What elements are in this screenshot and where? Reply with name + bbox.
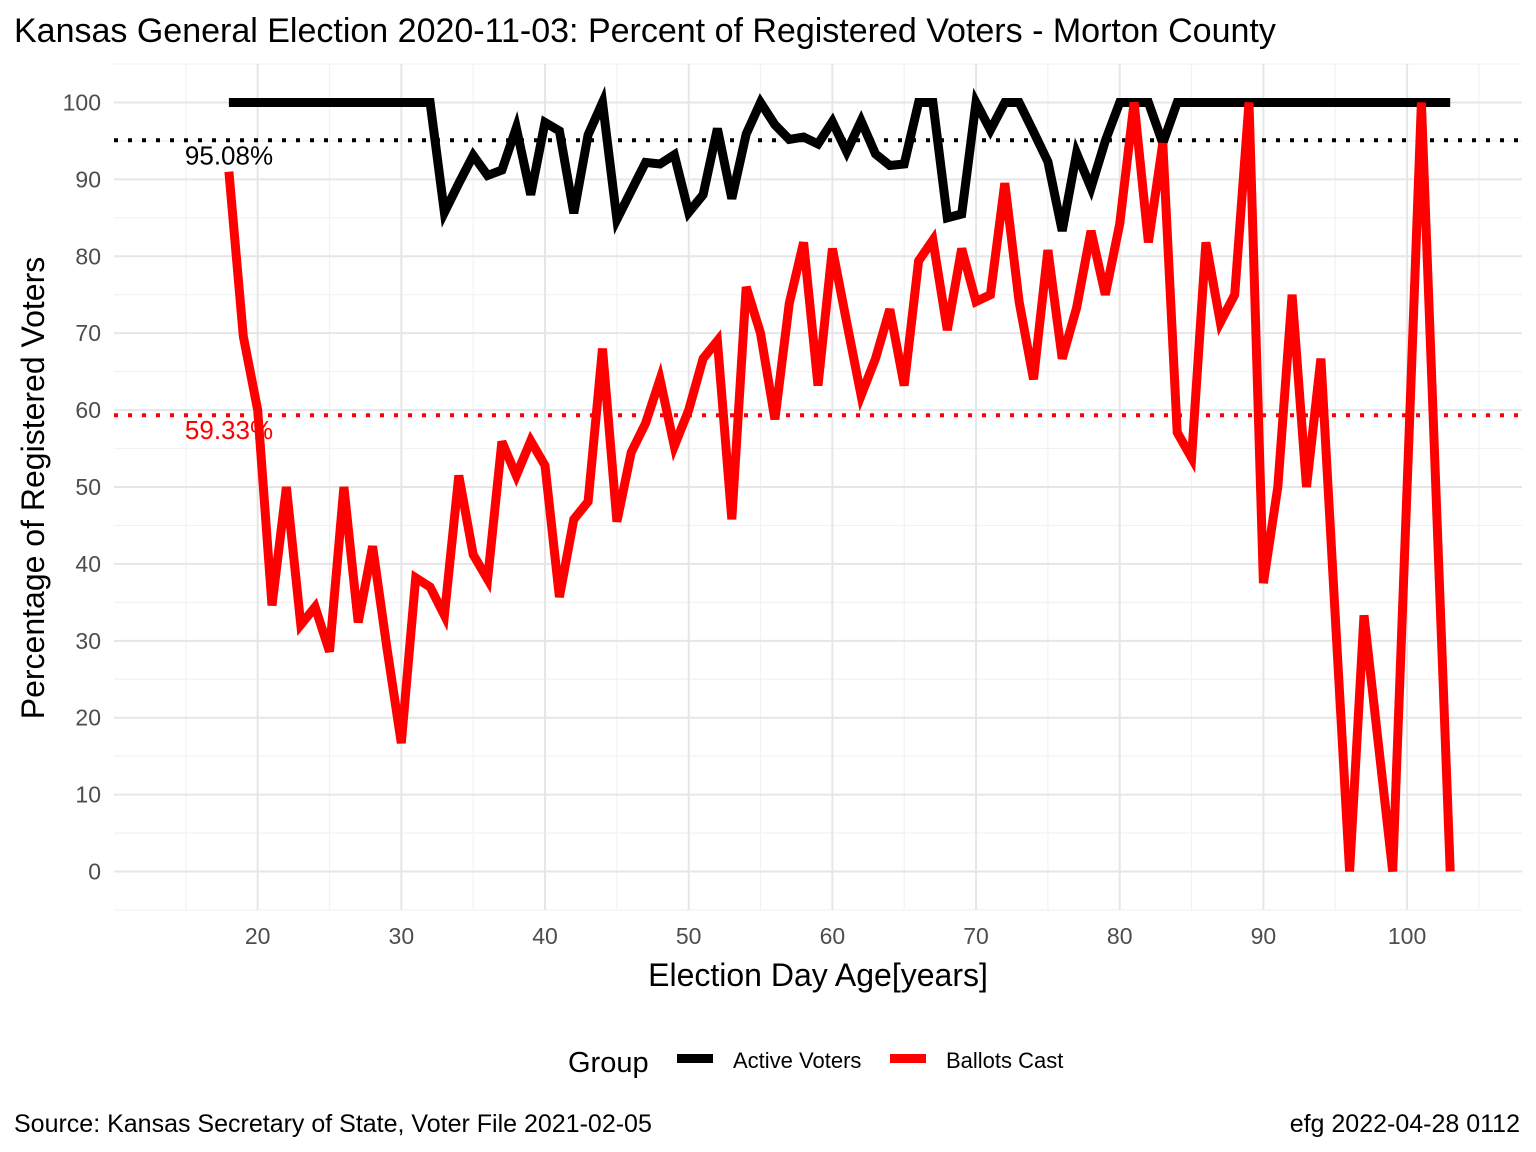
x-tick-label: 90 [1251, 923, 1277, 949]
y-tick-label: 0 [88, 859, 101, 885]
chart-title: Kansas General Election 2020-11-03: Perc… [14, 12, 1276, 50]
y-tick-label: 70 [75, 320, 101, 346]
y-tick-label: 60 [75, 397, 101, 423]
x-tick-label: 30 [389, 923, 415, 949]
legend-label-ballots-cast: Ballots Cast [946, 1048, 1063, 1073]
legend-title: Group [568, 1047, 649, 1079]
y-tick-label: 90 [75, 166, 101, 192]
y-tick-label: 80 [75, 243, 101, 269]
y-axis-title: Percentage of Registered Voters [15, 257, 51, 720]
series-lines [224, 85, 1455, 873]
x-tick-label: 50 [676, 923, 702, 949]
reference-label-1: 59.33% [185, 415, 273, 445]
legend: Group Active Voters Ballots Cast [568, 1047, 1063, 1079]
y-tick-label: 50 [75, 474, 101, 500]
y-tick-label: 30 [75, 628, 101, 654]
x-tick-label: 100 [1388, 923, 1426, 949]
legend-key-ballots-cast [890, 1054, 926, 1063]
legend-key-active-voters [677, 1054, 713, 1063]
x-tick-label: 60 [820, 923, 846, 949]
y-tick-label: 40 [75, 551, 101, 577]
x-tick-label: 70 [963, 923, 989, 949]
reference-labels: 95.08% 59.33% [185, 140, 273, 445]
series-line-active-voters [228, 85, 1451, 235]
y-tick-label: 10 [75, 782, 101, 808]
legend-label-active-voters: Active Voters [733, 1048, 861, 1073]
x-axis-title: Election Day Age[years] [648, 957, 988, 993]
x-axis-ticks: 20 30 40 50 60 70 80 90 100 [245, 923, 1426, 949]
x-tick-label: 80 [1107, 923, 1133, 949]
x-tick-label: 40 [532, 923, 558, 949]
y-tick-label: 100 [63, 89, 101, 115]
reference-label-0: 95.08% [185, 140, 273, 170]
y-axis-ticks: 0 10 20 30 40 50 60 70 80 90 100 [63, 89, 101, 884]
y-tick-label: 20 [75, 705, 101, 731]
series-line-ballots-cast [224, 101, 1455, 873]
x-tick-label: 20 [245, 923, 271, 949]
author-caption: efg 2022-04-28 0112 [1290, 1110, 1520, 1138]
source-caption: Source: Kansas Secretary of State, Voter… [14, 1110, 652, 1138]
